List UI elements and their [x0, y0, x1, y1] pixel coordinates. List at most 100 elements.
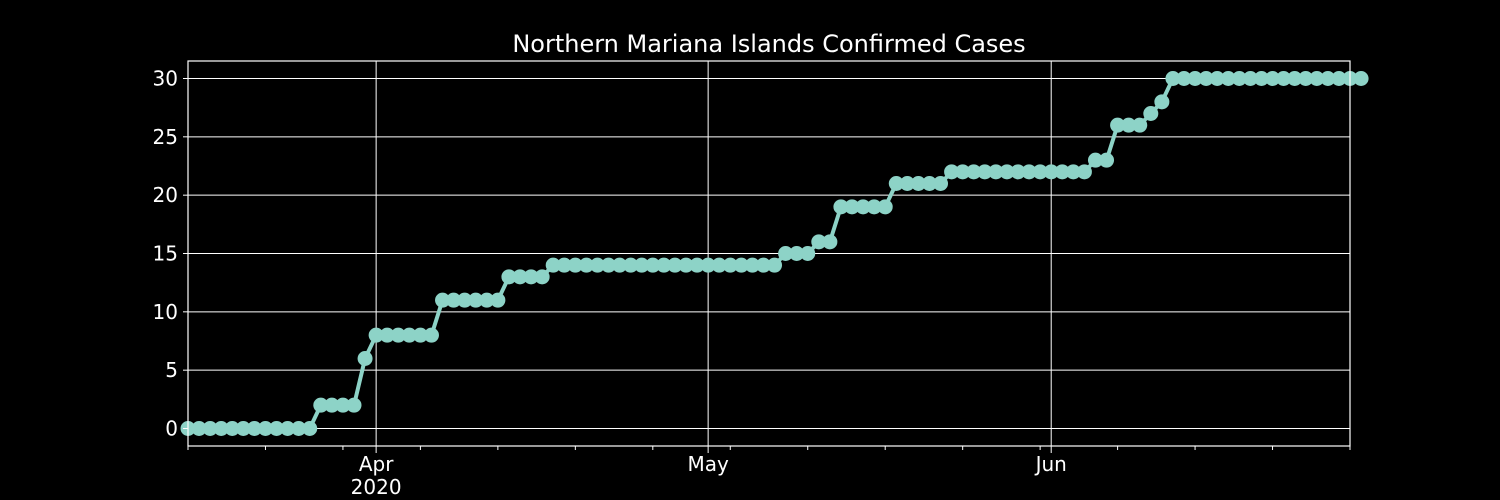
data-point — [1320, 71, 1336, 86]
data-point — [711, 257, 727, 273]
data-point — [678, 257, 694, 273]
data-point — [800, 246, 816, 261]
x-tick-label: Apr — [359, 452, 394, 476]
data-point — [423, 327, 439, 343]
data-point — [944, 164, 960, 180]
y-tick-label: 25 — [153, 125, 178, 149]
data-point — [1143, 106, 1159, 121]
data-point — [1010, 164, 1026, 180]
data-point — [1198, 71, 1214, 86]
data-point — [412, 327, 428, 343]
y-tick-label: 10 — [153, 300, 178, 324]
data-point — [1043, 164, 1059, 180]
data-point — [346, 397, 362, 413]
data-point — [789, 246, 805, 261]
data-point — [589, 257, 605, 273]
data-point — [457, 292, 473, 308]
x-tick-label: Jun — [1034, 452, 1067, 476]
data-point — [313, 397, 329, 413]
data-point — [1187, 71, 1203, 86]
data-point — [1076, 164, 1092, 180]
data-point — [722, 257, 738, 273]
data-point — [1309, 71, 1325, 86]
data-point — [667, 257, 683, 273]
data-point — [955, 164, 971, 180]
data-point — [1054, 164, 1070, 180]
data-point — [269, 421, 285, 436]
data-point — [1021, 164, 1037, 180]
y-tick-label: 0 — [165, 417, 178, 441]
data-point — [910, 176, 926, 191]
data-point — [1242, 71, 1258, 86]
data-point — [1154, 94, 1170, 110]
data-point — [1253, 71, 1269, 86]
data-point — [811, 234, 827, 250]
x-tick-sublabel: 2020 — [351, 475, 402, 499]
data-point — [246, 421, 262, 436]
data-point — [556, 257, 572, 273]
data-point — [401, 327, 417, 343]
data-point — [235, 421, 251, 436]
data-point — [977, 164, 993, 180]
data-point — [390, 327, 406, 343]
data-point — [1132, 117, 1148, 133]
data-point — [966, 164, 982, 180]
x-tick-label: May — [687, 452, 729, 476]
data-point — [468, 292, 484, 308]
data-point — [446, 292, 462, 308]
data-point — [733, 257, 749, 273]
data-point — [291, 421, 307, 436]
data-point — [767, 257, 783, 273]
data-point — [877, 199, 893, 215]
data-point — [844, 199, 860, 215]
data-point — [302, 421, 318, 436]
data-point — [191, 421, 207, 436]
data-point — [656, 257, 672, 273]
data-point — [601, 257, 617, 273]
data-point — [988, 164, 1004, 180]
data-point — [1087, 152, 1103, 168]
data-point — [1176, 71, 1192, 86]
data-point — [1231, 71, 1247, 86]
data-point — [1353, 71, 1369, 86]
data-point — [1287, 71, 1303, 86]
y-tick-label: 15 — [153, 242, 178, 266]
data-point — [368, 327, 384, 343]
data-point — [224, 421, 240, 436]
data-point — [888, 176, 904, 191]
data-point — [933, 176, 949, 191]
data-point — [490, 292, 506, 308]
data-point — [822, 234, 838, 250]
data-point — [1331, 71, 1347, 86]
data-point — [833, 199, 849, 215]
y-tick-label: 30 — [153, 67, 178, 91]
data-point — [623, 257, 639, 273]
data-point — [324, 397, 340, 413]
data-point — [567, 257, 583, 273]
data-point — [523, 269, 539, 285]
data-point — [501, 269, 517, 285]
y-tick-label: 5 — [165, 358, 178, 382]
data-point — [921, 176, 937, 191]
data-point — [1298, 71, 1314, 86]
data-point — [899, 176, 915, 191]
data-point — [1276, 71, 1292, 86]
data-point — [578, 257, 594, 273]
data-point — [257, 421, 273, 436]
data-point — [1099, 152, 1115, 168]
data-point — [280, 421, 296, 436]
series-layer — [180, 71, 1369, 436]
data-point — [213, 421, 229, 436]
data-point — [479, 292, 495, 308]
data-point — [700, 257, 716, 273]
data-point — [778, 246, 794, 261]
data-point — [534, 269, 550, 285]
data-point — [435, 292, 451, 308]
data-point — [357, 351, 373, 366]
data-point — [1165, 71, 1181, 86]
data-point — [689, 257, 705, 273]
data-point — [1220, 71, 1236, 86]
data-point — [855, 199, 871, 215]
